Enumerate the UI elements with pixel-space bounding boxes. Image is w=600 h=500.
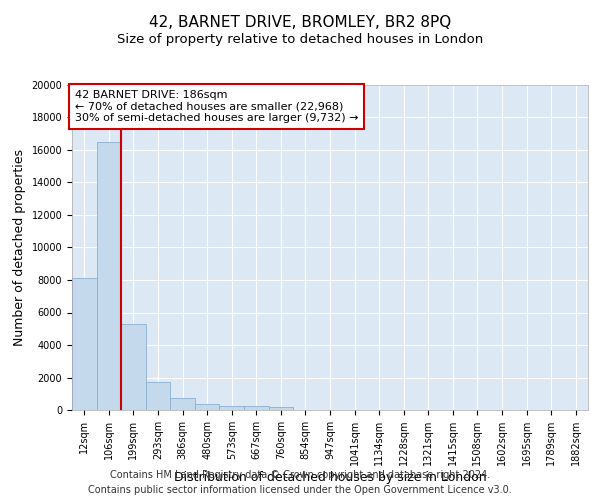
Bar	[269, 407, 293, 410]
Bar	[170, 398, 195, 410]
Bar	[220, 406, 244, 410]
Text: Contains HM Land Registry data © Crown copyright and database right 2024.: Contains HM Land Registry data © Crown c…	[110, 470, 490, 480]
X-axis label: Distribution of detached houses by size in London: Distribution of detached houses by size …	[173, 471, 487, 484]
Bar	[146, 382, 170, 410]
Bar	[121, 324, 146, 410]
Text: 42, BARNET DRIVE, BROMLEY, BR2 8PQ: 42, BARNET DRIVE, BROMLEY, BR2 8PQ	[149, 15, 451, 30]
Bar	[195, 404, 220, 410]
Y-axis label: Number of detached properties: Number of detached properties	[13, 149, 26, 346]
Bar	[97, 142, 121, 410]
Text: Contains public sector information licensed under the Open Government Licence v3: Contains public sector information licen…	[88, 485, 512, 495]
Text: 42 BARNET DRIVE: 186sqm
← 70% of detached houses are smaller (22,968)
30% of sem: 42 BARNET DRIVE: 186sqm ← 70% of detache…	[74, 90, 358, 123]
Bar	[72, 278, 97, 410]
Text: Size of property relative to detached houses in London: Size of property relative to detached ho…	[117, 32, 483, 46]
Bar	[244, 406, 269, 410]
